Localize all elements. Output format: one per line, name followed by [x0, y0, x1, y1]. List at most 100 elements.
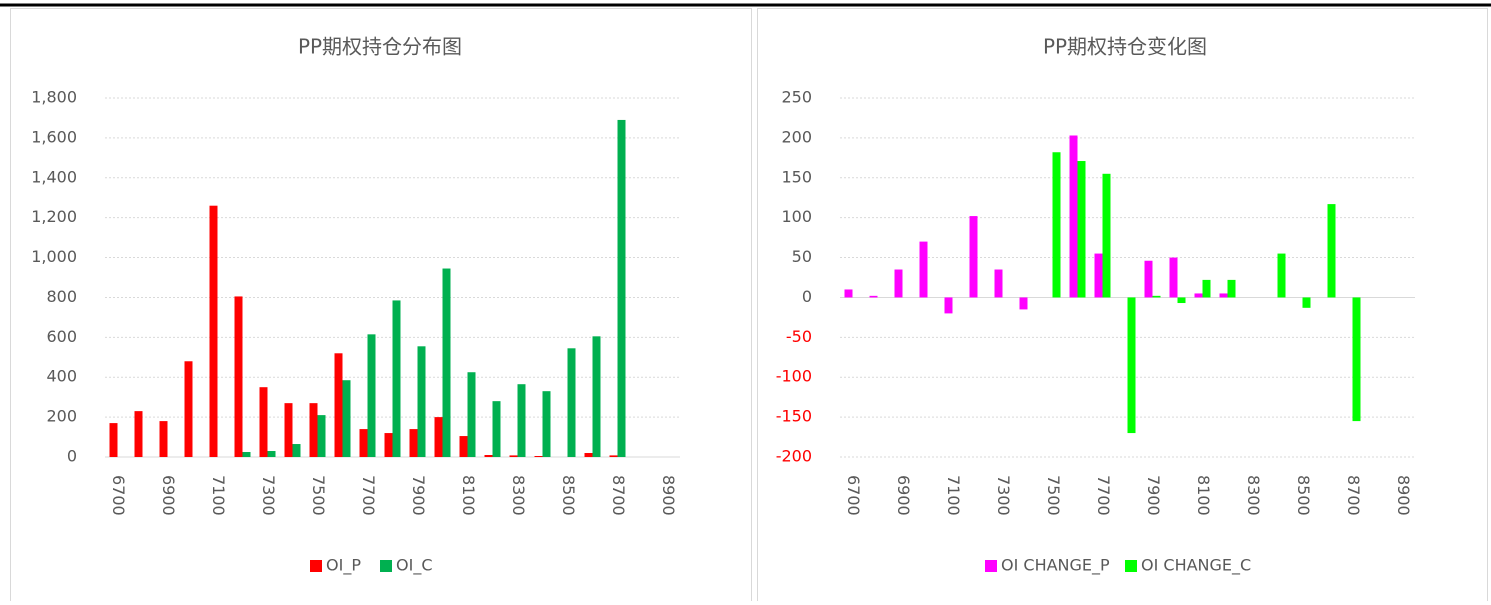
- bar: [209, 205, 218, 457]
- bar: [384, 433, 393, 457]
- x-tick-label: 7500: [1044, 475, 1063, 516]
- y-tick-label: 1,800: [31, 88, 77, 107]
- bar: [1077, 161, 1086, 298]
- bar: [334, 353, 343, 457]
- bar: [134, 411, 143, 457]
- legend-swatch: [310, 560, 322, 572]
- legend-swatch: [1125, 560, 1137, 572]
- bar: [1169, 257, 1178, 298]
- x-tick-label: 7100: [944, 475, 963, 516]
- bar: [1202, 279, 1211, 298]
- legend-label: OI_P: [326, 556, 361, 576]
- bar: [1069, 135, 1078, 298]
- bar: [584, 453, 593, 457]
- y-tick-label: 0: [802, 287, 812, 306]
- bar: [159, 421, 168, 457]
- bar: [367, 334, 376, 457]
- legend-label: OI CHANGE_P: [1001, 556, 1110, 576]
- x-tick-label: 8300: [509, 475, 528, 516]
- legend-label: OI CHANGE_C: [1141, 556, 1251, 576]
- x-tick-label: 8500: [559, 475, 578, 516]
- y-tick-label: -100: [776, 367, 812, 386]
- bar: [434, 417, 443, 457]
- x-tick-label: 7300: [259, 475, 278, 516]
- x-tick-label: 8300: [1244, 475, 1263, 516]
- y-tick-label: -50: [786, 327, 812, 346]
- bar: [234, 296, 243, 457]
- bar: [1052, 152, 1061, 298]
- y-tick-label: 1,600: [31, 127, 77, 146]
- chart-title: PP期权持仓分布图: [298, 35, 462, 59]
- x-tick-label: 7300: [994, 475, 1013, 516]
- bar: [484, 455, 493, 457]
- bar: [1177, 297, 1186, 304]
- bar: [617, 119, 626, 457]
- legend-swatch: [985, 560, 997, 572]
- bar: [467, 372, 476, 457]
- bar: [1019, 297, 1028, 310]
- bar: [944, 297, 953, 314]
- bar: [1152, 295, 1161, 298]
- x-tick-label: 8700: [609, 475, 628, 516]
- bar: [1094, 253, 1103, 298]
- y-tick-label: 250: [781, 88, 812, 107]
- y-tick-label: 1,000: [31, 247, 77, 266]
- bar: [1144, 260, 1153, 298]
- bar: [869, 295, 878, 298]
- y-tick-label: 400: [46, 367, 77, 386]
- bar: [919, 241, 928, 298]
- x-tick-label: 7900: [409, 475, 428, 516]
- x-tick-label: 6900: [894, 475, 913, 516]
- bar: [267, 451, 276, 457]
- y-tick-label: -150: [776, 407, 812, 426]
- legend-swatch: [380, 560, 392, 572]
- y-tick-label: 1,200: [31, 207, 77, 226]
- bar: [894, 269, 903, 298]
- x-tick-label: 8100: [1194, 475, 1213, 516]
- bar: [342, 380, 351, 457]
- x-tick-label: 7100: [209, 475, 228, 516]
- y-tick-label: 200: [781, 127, 812, 146]
- y-tick-label: 200: [46, 407, 77, 426]
- bar: [1277, 253, 1286, 298]
- bar: [1219, 293, 1228, 298]
- bar: [242, 452, 251, 457]
- bar: [109, 423, 118, 457]
- bar: [392, 300, 401, 457]
- bar: [567, 348, 576, 457]
- x-tick-label: 7900: [1144, 475, 1163, 516]
- x-tick-label: 8900: [1394, 475, 1413, 516]
- bar: [492, 401, 501, 457]
- right-panel: [757, 8, 1488, 605]
- y-tick-label: -200: [776, 447, 812, 466]
- x-tick-label: 7700: [1094, 475, 1113, 516]
- bar: [292, 444, 301, 457]
- x-tick-label: 8900: [659, 475, 678, 516]
- bar: [994, 269, 1003, 298]
- left-panel: [10, 8, 752, 605]
- bar: [417, 346, 426, 457]
- y-tick-label: 0: [67, 447, 77, 466]
- x-tick-label: 8100: [459, 475, 478, 516]
- x-tick-label: 6700: [109, 475, 128, 516]
- bar: [969, 216, 978, 298]
- x-tick-label: 8500: [1294, 475, 1313, 516]
- bar: [309, 403, 318, 457]
- legend-label: OI_C: [396, 556, 432, 576]
- chart-title: PP期权持仓变化图: [1043, 35, 1207, 59]
- x-tick-label: 6700: [844, 475, 863, 516]
- y-tick-label: 50: [792, 247, 812, 266]
- bar: [442, 268, 451, 457]
- x-tick-label: 8700: [1344, 475, 1363, 516]
- bar: [592, 336, 601, 457]
- bar: [1102, 173, 1111, 298]
- bar: [284, 403, 293, 457]
- x-tick-label: 7500: [309, 475, 328, 516]
- bar: [1302, 297, 1311, 308]
- x-tick-label: 6900: [159, 475, 178, 516]
- bar: [844, 289, 853, 298]
- bar: [534, 456, 543, 457]
